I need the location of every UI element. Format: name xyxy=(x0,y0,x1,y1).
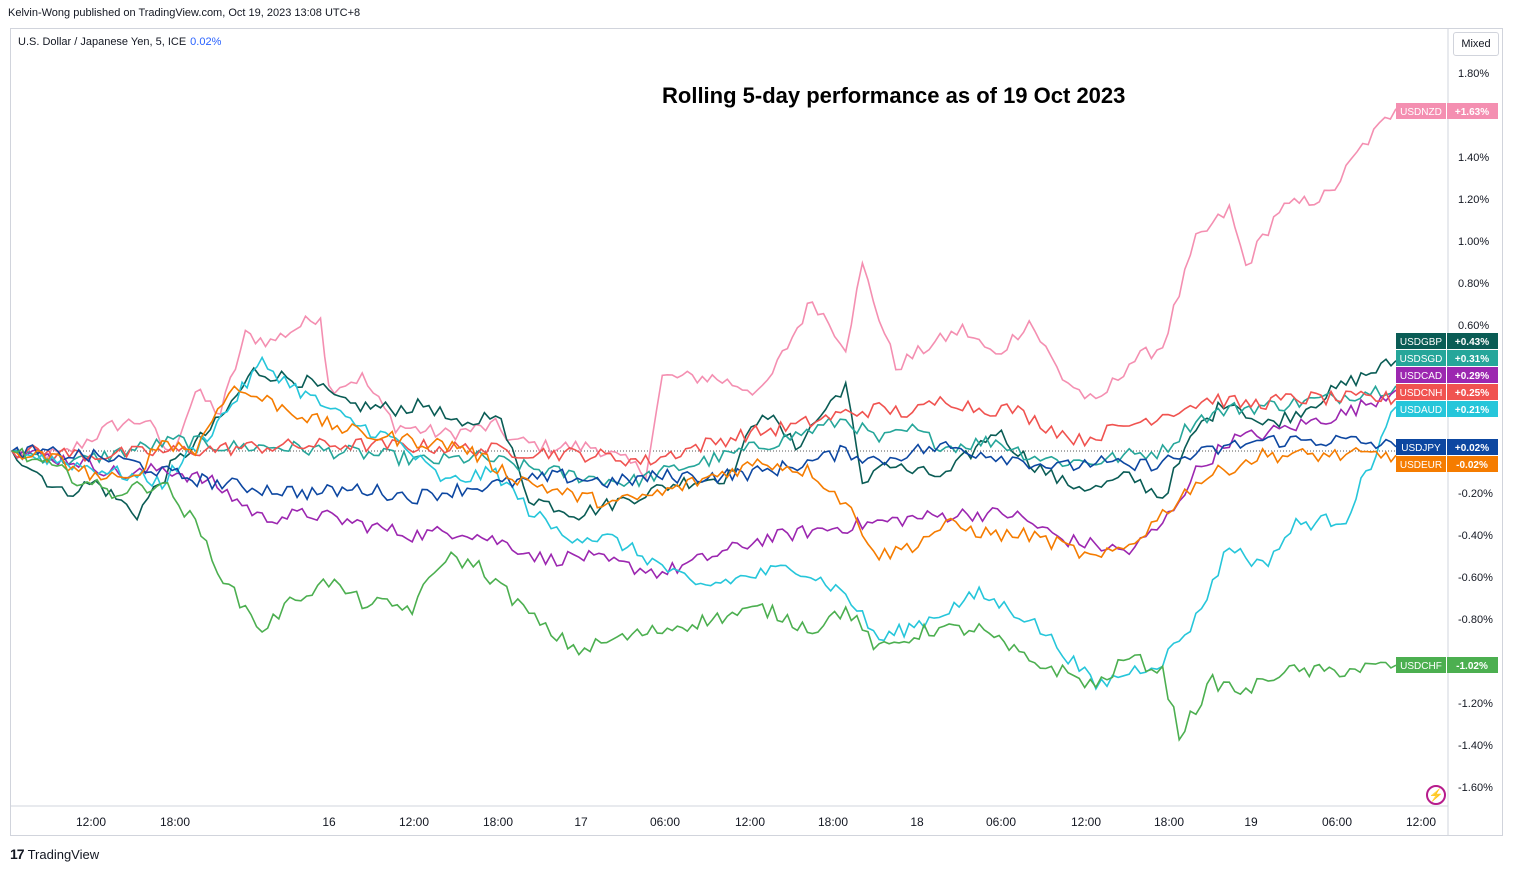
tradingview-logo: 17 xyxy=(10,846,25,862)
chart-title: Rolling 5-day performance as of 19 Oct 2… xyxy=(662,83,1126,108)
published-info: Kelvin-Wong published on TradingView.com… xyxy=(8,7,361,19)
symbol-change: 0.02% xyxy=(190,36,222,48)
chart-frame[interactable] xyxy=(10,28,1503,836)
brand-text: TradingView xyxy=(27,846,100,862)
symbol-name: U.S. Dollar / Japanese Yen, 5, ICE xyxy=(18,36,187,48)
flash-icon[interactable]: ⚡ xyxy=(1426,785,1446,805)
symbol-legend[interactable]: U.S. Dollar / Japanese Yen, 5, ICE 0.02% xyxy=(18,36,221,48)
scale-mode-button[interactable]: Mixed xyxy=(1453,32,1499,56)
tradingview-brand: 17 TradingView xyxy=(10,846,99,862)
